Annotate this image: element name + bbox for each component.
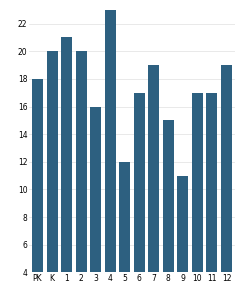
Bar xyxy=(76,51,87,296)
Bar xyxy=(221,65,232,296)
Bar xyxy=(47,51,58,296)
Bar xyxy=(90,107,101,296)
Bar xyxy=(32,79,43,296)
Bar xyxy=(206,93,217,296)
Bar xyxy=(105,10,116,296)
Bar xyxy=(163,120,174,296)
Bar xyxy=(61,38,72,296)
Bar xyxy=(177,176,188,296)
Bar xyxy=(134,93,145,296)
Bar xyxy=(119,162,130,296)
Bar xyxy=(192,93,203,296)
Bar xyxy=(148,65,159,296)
